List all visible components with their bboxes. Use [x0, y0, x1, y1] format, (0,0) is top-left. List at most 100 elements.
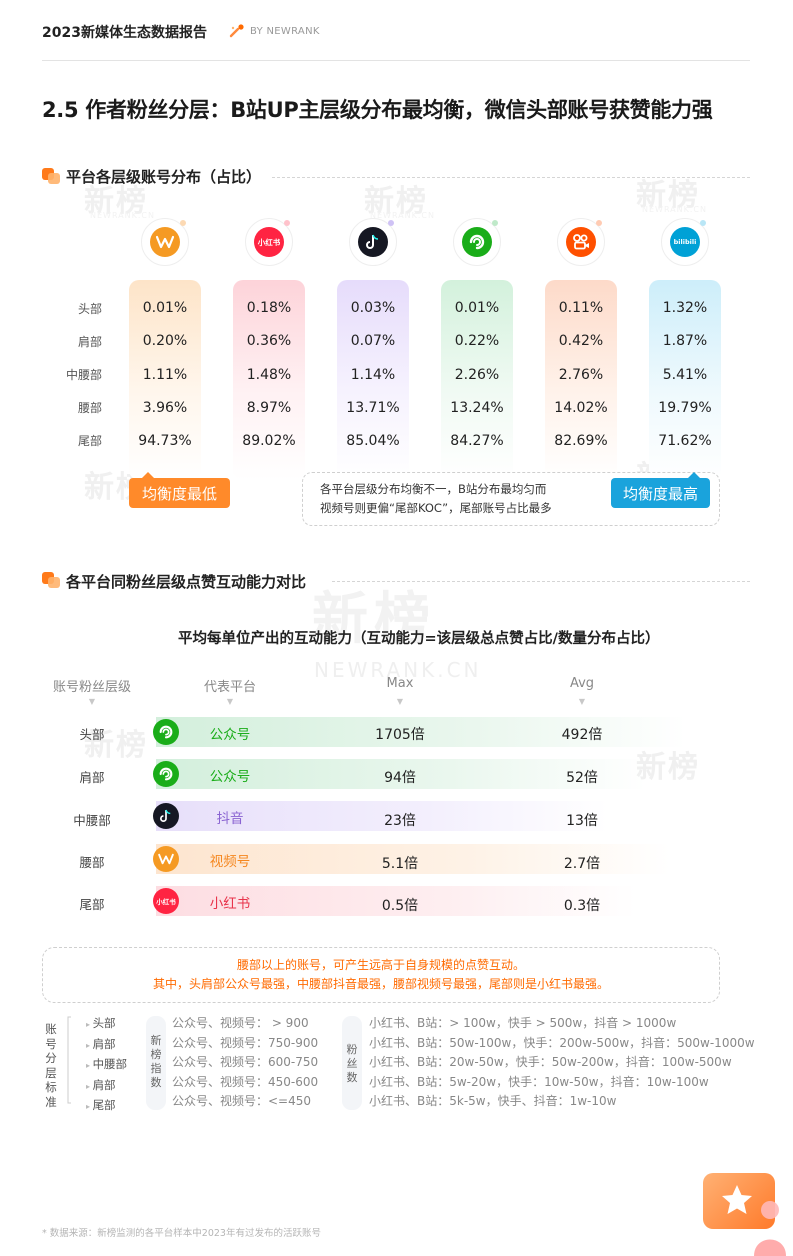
fans-pill-label: 粉 丝 数: [342, 1043, 362, 1085]
watermark-logo: 新榜: [364, 184, 428, 219]
favorite-button[interactable]: [703, 1173, 775, 1229]
index-label-char: 数: [150, 1076, 162, 1089]
fans-label-char: 粉: [346, 1043, 358, 1056]
tier-label: 腰部: [79, 855, 105, 870]
row-bar: [156, 886, 636, 916]
cell-value: 0.36%: [246, 333, 292, 349]
cell-value: 0.42%: [558, 333, 604, 349]
fans-criteria: 小红书、B站：5w-20w，快手：10w-50w，抖音：10w-100w: [369, 1074, 709, 1089]
cell-value: 89.02%: [242, 433, 296, 449]
section-title-interaction: 各平台同粉丝层级点赞互动能力对比: [66, 573, 307, 591]
standards-tier: ▸ 尾部: [86, 1098, 116, 1112]
fans-pill: [342, 1016, 362, 1110]
cell-value: 0.03%: [350, 300, 396, 316]
cell-value: 0.20%: [142, 333, 188, 349]
cell-value: 84.27%: [450, 433, 504, 449]
distribution-note-line: 视频号则更偏“尾部KOC”，尾部账号占比最多: [320, 501, 552, 515]
wechat-official-icon: [153, 719, 179, 745]
section-icon: [42, 168, 60, 184]
watermark-logo: 新榜: [636, 750, 700, 785]
chevron-down-icon: ▼: [578, 697, 586, 706]
douyin-icon: [153, 803, 179, 829]
cell-value: 19.79%: [658, 400, 712, 416]
chart-title: 平均每单位产出的互动能力（互动能力=该层级总点赞占比/数量分布占比）: [178, 631, 660, 647]
interaction-note-box: [42, 947, 720, 1003]
by-line: BY NEWRANK: [250, 26, 320, 37]
chevron-down-icon: ▼: [226, 697, 234, 706]
platform-icon-kuaishou: [557, 218, 605, 266]
index-label-char: 榜: [150, 1048, 162, 1061]
interaction-note-line: 其中，头肩部公众号最强，中腰部抖音最强，腰部视频号最强，尾部则是小红书最强。: [152, 977, 609, 991]
section-icon: [42, 572, 60, 588]
index-label-char: 新: [150, 1034, 162, 1047]
standards-tier: ▸ 肩部: [86, 1077, 116, 1092]
fans-criteria-list: 小红书、B站：> 100w，快手 > 500w，抖音 > 1000w 小红书、B…: [369, 1014, 755, 1112]
wechat-official-icon: [153, 761, 179, 787]
cell-value: 0.01%: [454, 300, 500, 316]
header-max: Max: [386, 676, 414, 691]
row-label-waist: 腰部: [77, 401, 102, 415]
platform-icon-wechat-video: [141, 218, 189, 266]
tier-label: 中腰部: [73, 813, 111, 828]
cell-value: 13.24%: [450, 400, 504, 416]
avg-value: 0.3倍: [563, 898, 601, 914]
fans-label-char: 丝: [346, 1057, 358, 1070]
index-criteria: 公众号、视频号：<=450: [172, 1094, 312, 1108]
platform-icon-bilibili: bilibili: [661, 218, 709, 266]
header-divider: [42, 60, 750, 61]
avg-value: 13倍: [566, 813, 598, 829]
standards-label-char: 标: [45, 1080, 57, 1094]
tier-label: 头部: [79, 727, 105, 742]
column-bg-wechat-video: [129, 280, 201, 480]
index-pill: [146, 1016, 166, 1110]
fans-criteria: 小红书、B站：20w-50w，快手：50w-200w，抖音：100w-500w: [369, 1055, 732, 1069]
chevron-down-icon: ▼: [396, 697, 404, 706]
max-value: 1705倍: [375, 727, 425, 743]
cell-value: 1.14%: [350, 367, 396, 383]
cell-value: 2.26%: [454, 367, 500, 383]
cell-value: 0.07%: [350, 333, 396, 349]
avatar-icon: [752, 1198, 790, 1256]
max-value: 5.1倍: [381, 856, 419, 872]
row-label-head: 头部: [77, 302, 102, 316]
cell-value: 71.62%: [658, 433, 712, 449]
standards-tier-list: ▸ 头部 ▸ 肩部 ▸ 中腰部 ▸ 肩部 ▸ 尾部: [86, 1014, 127, 1117]
row-label-tail: 尾部: [77, 434, 102, 448]
row-bar: [156, 844, 670, 874]
footnote: * 数据来源：新榜监测的各平台样本中2023年有过发布的活跃账号: [42, 1228, 321, 1239]
cell-value: 0.11%: [558, 300, 604, 316]
bracket: [66, 1015, 72, 1105]
cell-value: 5.41%: [662, 367, 708, 383]
cell-value: 1.48%: [246, 367, 292, 383]
avg-value: 52倍: [566, 770, 598, 786]
badge-pointer: [142, 472, 154, 478]
row-bar: [156, 759, 646, 789]
standards-tier: ▸ 肩部: [86, 1036, 116, 1051]
distribution-note-line: 各平台层级分布均衡不一，B站分布最均匀而: [320, 482, 547, 496]
platform-name: 公众号: [209, 769, 251, 785]
standards-tier: ▸ 中腰部: [86, 1057, 128, 1071]
standards-label-char: 分: [45, 1051, 57, 1065]
badge-pointer: [688, 472, 700, 478]
badge-lowest-balance: 均衡度最低: [129, 478, 230, 508]
platform-icon-douyin: [349, 218, 397, 266]
column-bg-douyin: [337, 280, 409, 480]
fans-criteria: 小红书、B站：5k-5w，快手、抖音：1w-10w: [369, 1094, 617, 1108]
standards-label-char: 准: [45, 1094, 57, 1109]
chevron-down-icon: ▼: [88, 697, 96, 706]
badge-highest-balance: 均衡度最高: [611, 478, 710, 508]
cell-value: 0.22%: [454, 333, 500, 349]
section-title-distribution: 平台各层级账号分布（占比）: [66, 168, 262, 186]
header-platform: 代表平台: [203, 680, 256, 695]
watermark-domain: NEWRANK.CN: [314, 658, 482, 682]
column-bg-bilibili: [649, 280, 721, 480]
watermark-domain: NEWRANK.CN: [642, 205, 707, 214]
xiaohongshu-icon: 小红书: [153, 888, 179, 914]
interaction-note-line: 腰部以上的账号，可产生远高于自身规模的点赞互动。: [236, 958, 525, 972]
cell-value: 94.73%: [138, 433, 192, 449]
index-criteria: 公众号、视频号：600-750: [172, 1055, 319, 1069]
platform-icon-wechat-official: [453, 218, 501, 266]
xiaohongshu-icon: 小红书: [254, 227, 284, 257]
column-bg-kuaishou: [545, 280, 617, 480]
column-bg-wechat-official: [441, 280, 513, 480]
